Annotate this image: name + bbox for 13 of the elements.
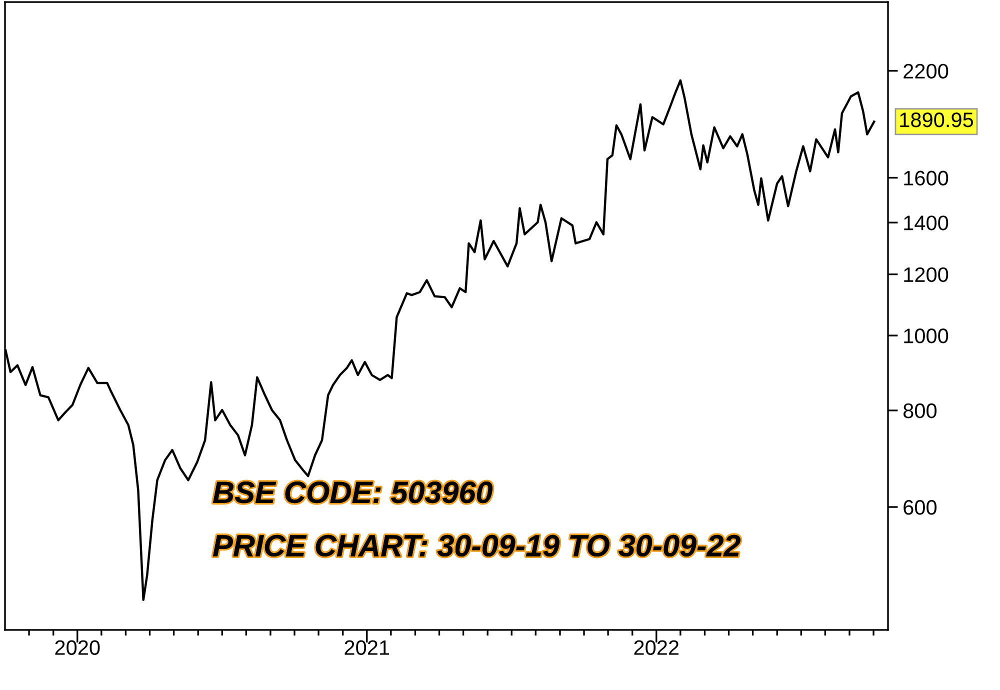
annotation: BSE CODE: 503960 — [213, 482, 492, 504]
y-tick-label: 600 — [904, 500, 937, 515]
y-tick-label: 1600 — [904, 170, 948, 186]
y-tick-label: 1400 — [904, 216, 948, 230]
text: 1890.95 — [900, 112, 974, 128]
y-tick-label: 2200 — [904, 64, 948, 79]
y-tick-label: 1000 — [904, 328, 948, 344]
y-tick-label: 800 — [903, 403, 937, 418]
y-tick-label: 1200 — [904, 267, 948, 282]
annotation: PRICE CHART: 30-09-19 TO 30-09-22 — [213, 534, 740, 557]
x-tick-label: 2022 — [634, 640, 679, 655]
x-tick-label: 2021 — [344, 640, 390, 655]
x-tick-label: 2020 — [55, 640, 100, 655]
